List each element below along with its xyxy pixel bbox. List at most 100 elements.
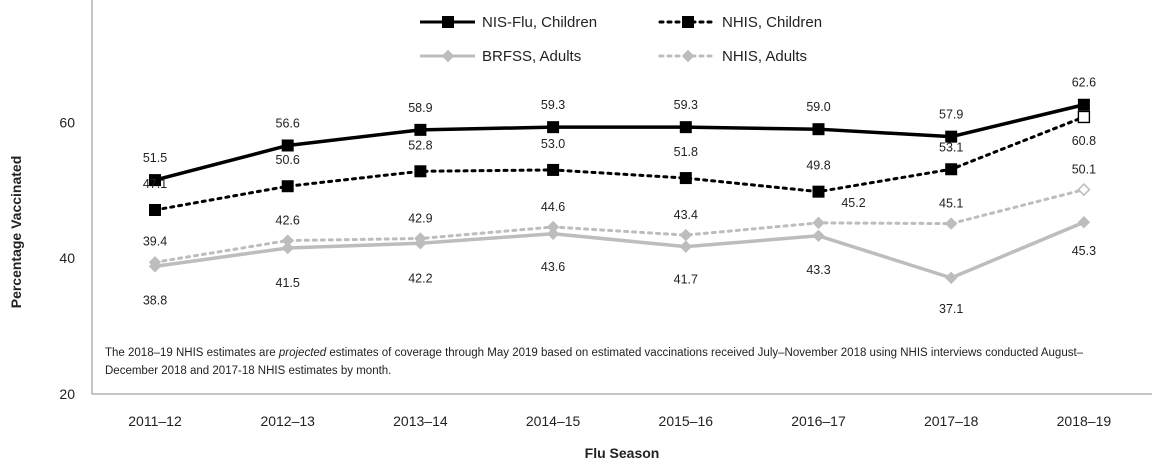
data-label: 60.8 — [1072, 134, 1096, 148]
legend-item-nhis-adults: NHIS, Adults — [658, 48, 807, 65]
legend-item-nhis-children: NHIS, Children — [658, 14, 822, 31]
data-label: 45.1 — [939, 197, 963, 211]
data-point-marker — [681, 49, 695, 63]
data-point-marker — [945, 130, 958, 143]
y-tick-label: 20 — [59, 386, 75, 402]
data-label: 53.0 — [541, 137, 565, 151]
data-label: 44.6 — [541, 200, 565, 214]
series-nhis-adults — [148, 182, 1091, 269]
data-label: 62.6 — [1072, 76, 1096, 90]
x-tick-label: 2014–15 — [526, 413, 581, 429]
data-point-marker — [149, 174, 161, 187]
legend-label: BRFSS, Adults — [482, 48, 581, 65]
series-line — [153, 188, 1086, 264]
data-point-marker — [679, 228, 693, 242]
x-tick-label: 2016–17 — [791, 413, 846, 429]
data-label: 43.3 — [806, 263, 830, 277]
data-point-marker — [149, 203, 161, 216]
legend-label: NIS-Flu, Children — [482, 14, 597, 31]
data-label: 38.8 — [143, 293, 167, 307]
data-label: 52.8 — [408, 138, 432, 152]
x-tick-label: 2012–13 — [260, 413, 315, 429]
chart-axes: 20 40 60 2011–12 2012–13 2013–14 2014–15 2015–1… — [8, 0, 1152, 461]
data-label: 59.0 — [806, 100, 830, 114]
y-tick-label: 40 — [59, 250, 75, 266]
data-point-marker — [1077, 110, 1091, 124]
data-label: 58.9 — [408, 101, 432, 115]
legend-label: NHIS, Children — [722, 14, 822, 31]
y-axis-title: Percentage Vaccinated — [8, 156, 24, 309]
footnote-emphasis: projected — [278, 347, 327, 359]
data-point-marker — [148, 256, 162, 269]
data-label: 47.1 — [143, 177, 167, 191]
data-point-marker — [812, 185, 825, 198]
data-label: 45.3 — [1072, 244, 1096, 258]
data-point-marker — [1077, 216, 1091, 229]
x-tick-label: 2015–16 — [659, 413, 714, 429]
data-label: 53.1 — [939, 140, 963, 154]
data-label: 37.1 — [939, 302, 963, 316]
data-label: 49.8 — [806, 159, 830, 173]
data-label: 42.9 — [408, 212, 432, 226]
footnote: The 2018–19 NHIS estimates are projected… — [105, 344, 1105, 380]
data-point-marker — [442, 16, 454, 28]
data-label: 41.7 — [674, 273, 698, 287]
data-point-marker — [281, 139, 294, 152]
series-line — [154, 103, 1085, 182]
x-axis-title: Flu Season — [585, 445, 660, 461]
data-point-marker — [547, 121, 560, 134]
data-point-marker — [281, 180, 294, 193]
data-point-marker — [546, 220, 560, 234]
data-point-marker — [679, 172, 692, 185]
x-tick-label: 2013–14 — [393, 413, 448, 429]
data-label: 50.6 — [276, 153, 300, 167]
data-label: 51.8 — [674, 145, 698, 159]
footnote-text-after: estimates of coverage through May 2019 b… — [105, 347, 1084, 377]
data-point-marker — [812, 229, 825, 243]
series-brfss-adults — [148, 216, 1091, 285]
data-point-marker — [812, 216, 825, 230]
data-label: 59.3 — [541, 98, 565, 112]
data-label: 39.4 — [143, 234, 167, 248]
data-label: 45.2 — [841, 196, 865, 210]
data-label: 42.2 — [408, 271, 432, 285]
series-line — [153, 115, 1086, 212]
data-label: 42.6 — [276, 214, 300, 228]
data-point-marker — [1077, 182, 1091, 197]
footnote-text-before: The 2018–19 NHIS estimates are — [105, 347, 279, 359]
data-point-marker — [812, 123, 825, 136]
data-label: 43.4 — [674, 208, 698, 222]
data-point-marker — [547, 163, 560, 176]
legend-item-brfss-adults: BRFSS, Adults — [420, 48, 581, 65]
data-point-marker — [546, 227, 560, 240]
data-label: 41.5 — [276, 276, 300, 290]
data-point-marker — [679, 240, 693, 253]
data-point-marker — [414, 165, 427, 178]
x-tick-label: 2011–12 — [128, 413, 182, 429]
legend: NIS-Flu, Children NHIS, Children BRFSS, Ad… — [420, 14, 822, 65]
data-point-marker — [414, 123, 427, 136]
data-point-marker — [944, 217, 958, 230]
data-point-marker — [441, 49, 455, 63]
data-label: 43.6 — [541, 260, 565, 274]
data-point-marker — [281, 234, 294, 247]
series-layer — [148, 98, 1091, 285]
data-point-marker — [945, 163, 958, 176]
x-tick-label: 2017–18 — [924, 413, 979, 429]
series-nhis-children — [149, 110, 1091, 216]
series-nis-flu-children — [149, 98, 1090, 187]
data-label: 59.3 — [674, 98, 698, 112]
data-point-marker — [944, 271, 958, 285]
data-label: 50.1 — [1072, 163, 1096, 177]
data-label: 56.6 — [276, 116, 300, 130]
data-point-marker — [679, 121, 692, 134]
legend-label: NHIS, Adults — [722, 48, 807, 65]
data-point-marker — [281, 241, 294, 255]
legend-item-nis-flu-children: NIS-Flu, Children — [420, 14, 597, 31]
series-line — [154, 220, 1085, 280]
data-labels-layer: 38.8 41.5 42.2 43.6 41.7 43.3 37.1 45.3 39.4 42.6… — [143, 76, 1096, 316]
x-tick-label: 2018–19 — [1057, 413, 1112, 429]
data-label: 57.9 — [939, 108, 963, 122]
data-point-marker — [414, 232, 427, 245]
